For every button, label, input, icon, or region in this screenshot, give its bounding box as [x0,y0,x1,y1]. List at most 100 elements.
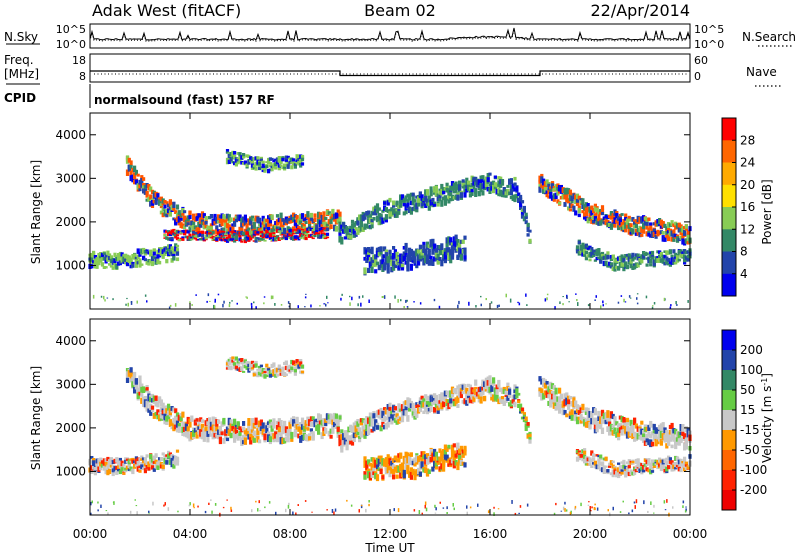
colorbar-segment [722,273,736,297]
range-cell [390,211,394,217]
range-cell [422,202,426,206]
range-cell [381,264,385,272]
range-cell [584,411,588,415]
range-cell [284,236,288,240]
range-cell [658,424,662,430]
range-cell [172,455,176,459]
y-tick-label: 2000 [55,215,86,229]
range-cell [522,412,526,415]
range-cell [458,180,462,188]
range-cell [267,215,271,220]
range-cell [295,154,299,157]
range-cell [402,203,406,207]
range-cell [259,237,263,241]
range-cell [465,394,469,401]
range-cell [431,259,435,266]
range-cell [177,414,181,421]
range-cell [591,506,593,509]
range-cell [654,427,658,434]
range-cell [633,417,637,426]
range-cell [622,464,626,469]
range-cell [367,417,371,424]
range-cell [442,463,446,472]
range-cell [297,158,301,163]
range-cell [281,232,285,234]
range-cell [256,368,260,371]
range-cell [602,457,606,461]
range-cell [597,411,601,418]
range-cell [418,397,422,403]
range-cell [586,463,590,466]
range-cell [552,401,556,409]
range-cell [117,253,121,259]
range-cell [397,403,401,410]
range-cell [538,179,542,184]
range-cell [165,250,169,254]
range-cell [650,459,655,464]
range-cell [618,427,622,434]
range-cell [549,188,553,193]
range-cell [631,428,635,436]
range-cell [677,459,681,465]
range-cell [434,463,438,470]
range-cell [593,465,597,469]
range-cell [475,182,480,188]
range-cell [272,369,276,374]
range-cell [493,184,497,190]
range-cell [242,364,246,367]
range-cell [375,425,380,430]
range-cell [559,187,563,194]
range-cell [524,212,528,217]
range-cell [427,202,431,206]
range-cell [477,397,481,403]
range-cell [223,300,225,304]
range-cell [263,231,267,234]
range-cell [345,229,349,235]
range-cell [367,247,371,255]
range-cell [636,263,640,268]
range-cell [658,231,662,236]
range-cell [600,251,605,256]
range-cell [658,218,662,225]
range-cell [420,249,424,256]
range-cell [206,233,210,237]
range-cell [133,460,137,464]
range-cell [292,212,296,219]
range-cell [304,220,308,224]
range-cell [125,465,130,470]
range-cell [186,416,190,425]
range-cell [454,460,458,466]
range-cell [161,253,165,259]
range-cell [456,256,460,260]
range-cell [279,238,283,240]
range-cell [213,305,216,309]
range-cell [318,420,322,425]
range-cell [118,260,122,264]
range-cell [136,392,140,399]
range-cell [258,237,262,241]
range-cell [142,255,146,260]
range-cell [345,443,349,451]
range-cell [597,210,601,215]
y-tick-label: 2000 [55,421,86,435]
range-cell [308,419,312,427]
range-cell [684,464,688,467]
range-cell [408,194,412,201]
range-cell [97,501,99,504]
range-cell [384,422,388,430]
range-cell [411,206,415,211]
range-cell [577,457,581,461]
range-cell [674,462,678,467]
range-cell [308,224,312,229]
range-cell [526,233,530,237]
range-cell [624,228,628,233]
range-cell [249,237,253,241]
range-cell [299,154,303,159]
range-cell [213,431,217,438]
range-cell [417,254,421,261]
range-cell [238,430,242,436]
range-cell [679,228,683,232]
range-cell [258,365,262,369]
range-cell [363,456,367,463]
range-cell [259,419,263,426]
